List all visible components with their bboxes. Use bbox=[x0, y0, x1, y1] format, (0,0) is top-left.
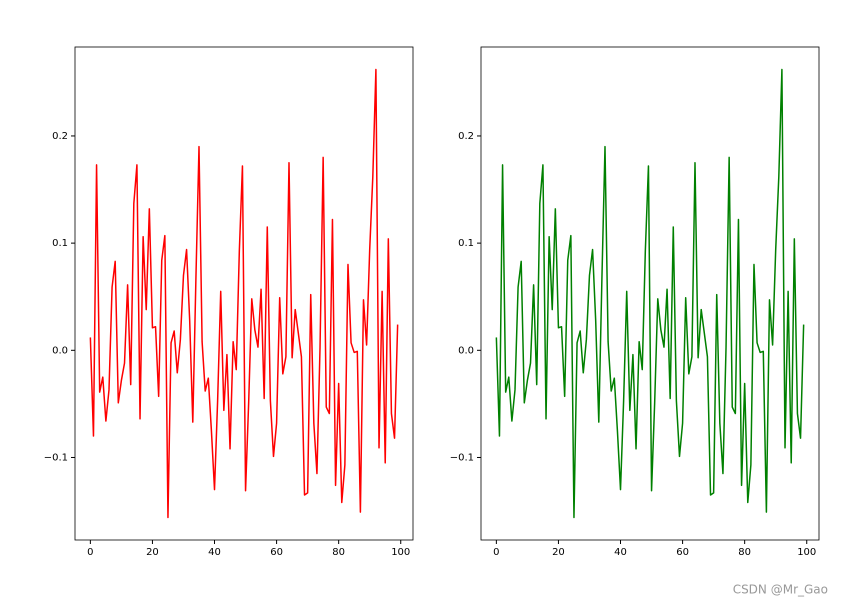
x-tick-label: 40 bbox=[614, 547, 627, 558]
x-tick-label: 20 bbox=[146, 547, 159, 558]
x-tick-label: 0 bbox=[493, 547, 499, 558]
x-tick-label: 100 bbox=[797, 547, 816, 558]
y-tick-label: 0.2 bbox=[458, 131, 474, 142]
y-tick-label: −0.1 bbox=[450, 452, 474, 463]
x-tick-label: 80 bbox=[332, 547, 345, 558]
y-tick-label: 0.0 bbox=[52, 345, 68, 356]
data-line bbox=[495, 68, 805, 519]
watermark: CSDN @Mr_Gao bbox=[733, 583, 828, 597]
axes-frame bbox=[74, 46, 414, 541]
y-tick-label: 0.2 bbox=[52, 131, 68, 142]
y-tick-label: 0.0 bbox=[458, 345, 474, 356]
y-tick-label: −0.1 bbox=[44, 452, 68, 463]
x-tick-label: 60 bbox=[270, 547, 283, 558]
x-tick-label: 40 bbox=[208, 547, 221, 558]
y-tick-label: 0.1 bbox=[52, 238, 68, 249]
axes-frame bbox=[480, 46, 820, 541]
x-tick-label: 100 bbox=[391, 547, 410, 558]
x-tick-label: 20 bbox=[552, 547, 565, 558]
x-tick-label: 80 bbox=[738, 547, 751, 558]
x-tick-label: 0 bbox=[87, 547, 93, 558]
y-tick-label: 0.1 bbox=[458, 238, 474, 249]
x-tick-label: 60 bbox=[676, 547, 689, 558]
data-line bbox=[89, 68, 399, 519]
